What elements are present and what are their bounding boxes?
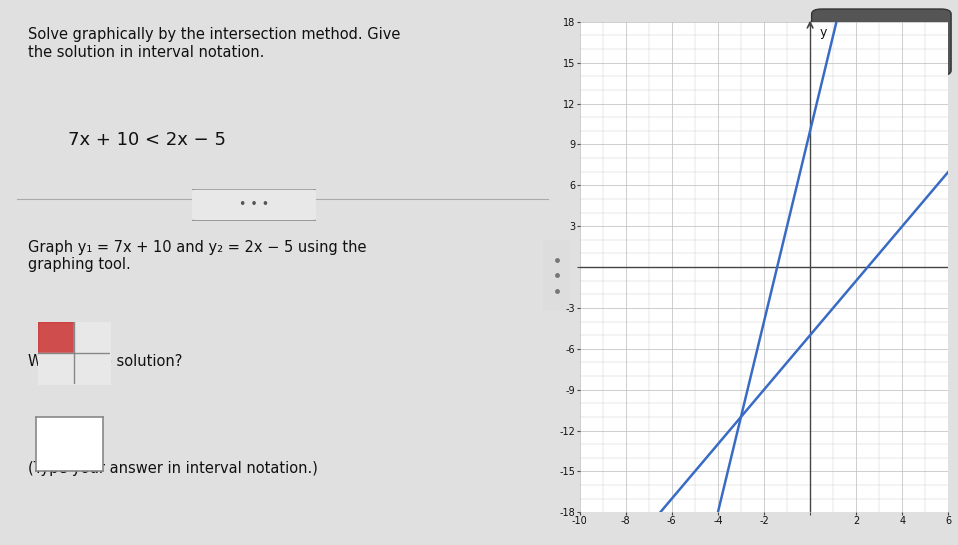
FancyBboxPatch shape	[811, 9, 951, 75]
Text: Save: Save	[858, 33, 904, 51]
Text: Solve graphically by the intersection method. Give
the solution in interval nota: Solve graphically by the intersection me…	[28, 27, 400, 59]
FancyBboxPatch shape	[542, 236, 571, 314]
Text: 7x + 10 < 2x − 5: 7x + 10 < 2x − 5	[68, 131, 226, 149]
Text: • • •: • • •	[239, 198, 269, 211]
Text: (Type your answer in interval notation.): (Type your answer in interval notation.)	[28, 461, 318, 476]
Text: What is the solution?: What is the solution?	[28, 354, 183, 370]
FancyBboxPatch shape	[186, 189, 322, 221]
Text: Graph y₁ = 7x + 10 and y₂ = 2x − 5 using the
graphing tool.: Graph y₁ = 7x + 10 and y₂ = 2x − 5 using…	[28, 240, 367, 272]
Text: y: y	[819, 26, 827, 39]
